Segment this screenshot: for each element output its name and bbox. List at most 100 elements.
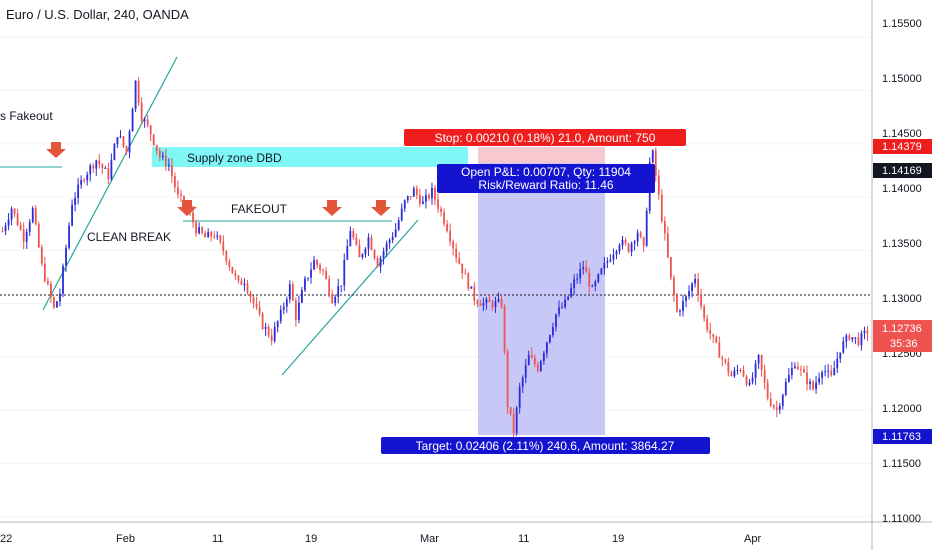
candle-body <box>836 358 839 369</box>
candle-body <box>842 341 845 353</box>
candle-body <box>279 309 282 322</box>
position-tool[interactable] <box>478 147 605 435</box>
candle-body <box>104 167 107 169</box>
candle-body <box>385 243 388 252</box>
candle-body <box>597 274 600 282</box>
candle-body <box>624 240 627 244</box>
price-tag-target-text: 1.11763 <box>882 431 921 443</box>
grid <box>0 36 870 518</box>
candle-body <box>68 225 70 248</box>
candle-body <box>59 293 61 302</box>
candle-body <box>503 306 506 352</box>
candle-body <box>158 150 161 158</box>
candle-body <box>13 208 16 214</box>
candle-body <box>192 212 194 223</box>
price-tag-countdown-text: 35:36 <box>890 338 918 350</box>
candle-body <box>676 295 678 312</box>
time-tick: 19 <box>612 533 624 545</box>
candle-body <box>515 407 518 434</box>
candle-body <box>866 330 869 334</box>
candle-body <box>128 131 131 153</box>
candle-body <box>346 246 349 260</box>
candle-body <box>657 175 660 195</box>
target-label[interactable]: Target: 0.02406 (2.11%) 240.6, Amount: 3… <box>381 437 710 454</box>
candle-body <box>261 313 264 329</box>
candle-body <box>282 306 285 310</box>
candle-body <box>697 278 700 296</box>
candle-body <box>857 337 860 346</box>
candle-body <box>609 259 612 262</box>
trendline-fakeout[interactable] <box>281 219 419 376</box>
candle-body <box>7 219 10 226</box>
candle-body <box>201 227 204 234</box>
candle-body <box>706 318 709 330</box>
time-tick: 11 <box>212 533 223 545</box>
candle-body <box>316 259 318 265</box>
candle-body <box>264 327 267 329</box>
candle-body <box>198 227 201 234</box>
candle-body <box>558 307 560 315</box>
candle-body <box>739 369 742 371</box>
candle-body <box>666 233 669 258</box>
candle-body <box>582 267 585 270</box>
candle-body <box>685 296 687 301</box>
candle-body <box>458 258 461 264</box>
candle-body <box>237 275 240 281</box>
candle-body <box>219 235 222 242</box>
candle-body <box>461 263 464 274</box>
candle-body <box>425 195 427 202</box>
candle-body <box>170 165 173 177</box>
candle-body <box>506 351 509 408</box>
candle-body <box>449 230 452 242</box>
candle-body <box>824 371 827 373</box>
candle-body <box>694 278 697 284</box>
candle-body <box>270 335 273 341</box>
candle-body <box>536 364 539 371</box>
stop-zone[interactable] <box>478 147 605 163</box>
candle-body <box>49 283 52 298</box>
candle-body <box>806 372 808 385</box>
candle-body <box>110 160 113 180</box>
candle-body <box>231 266 234 274</box>
candle-body <box>164 155 167 166</box>
supply-zone-rect[interactable] <box>152 147 468 167</box>
candle-body <box>437 199 439 209</box>
candle-body <box>310 269 312 278</box>
candle-body <box>721 357 724 360</box>
candle-body <box>92 165 95 169</box>
candle-body <box>95 160 98 169</box>
candle-body <box>549 335 551 343</box>
price-axis-panel <box>872 0 932 550</box>
candle-body <box>125 146 128 153</box>
candle-body <box>77 184 80 198</box>
candle-body <box>633 241 636 244</box>
stop-label[interactable]: Stop: 0.00210 (0.18%) 21.0, Amount: 750 <box>404 129 686 146</box>
candle-body <box>803 369 805 373</box>
candle-body <box>497 299 500 302</box>
candle-body <box>642 237 645 246</box>
candle-body <box>509 407 512 414</box>
target-zone[interactable] <box>478 163 605 435</box>
target-label-text: Target: 0.02406 (2.11%) 240.6, Amount: 3… <box>416 439 675 453</box>
open-pl-label[interactable]: Open P&L: 0.00707, Qty: 11904 Risk/Rewar… <box>437 164 655 193</box>
candle-body <box>228 261 231 267</box>
candle-body <box>482 303 485 306</box>
candle-body <box>733 370 736 377</box>
candle-body <box>748 382 751 385</box>
candle-body <box>663 221 666 234</box>
candle-body <box>340 285 343 287</box>
candle-body <box>65 247 67 266</box>
candle-body <box>373 250 376 259</box>
candle-body <box>86 174 89 181</box>
candle-body <box>845 335 848 342</box>
candle-body <box>122 136 125 147</box>
candle-body <box>243 283 246 285</box>
candle-body <box>134 80 137 109</box>
candle-body <box>754 363 757 378</box>
trendline-clean-break[interactable] <box>42 56 178 311</box>
candle-body <box>400 208 403 221</box>
candle-body <box>146 119 149 126</box>
supply-zone-drawing[interactable]: Supply zone DBD <box>152 147 468 167</box>
candle-body <box>285 299 288 307</box>
